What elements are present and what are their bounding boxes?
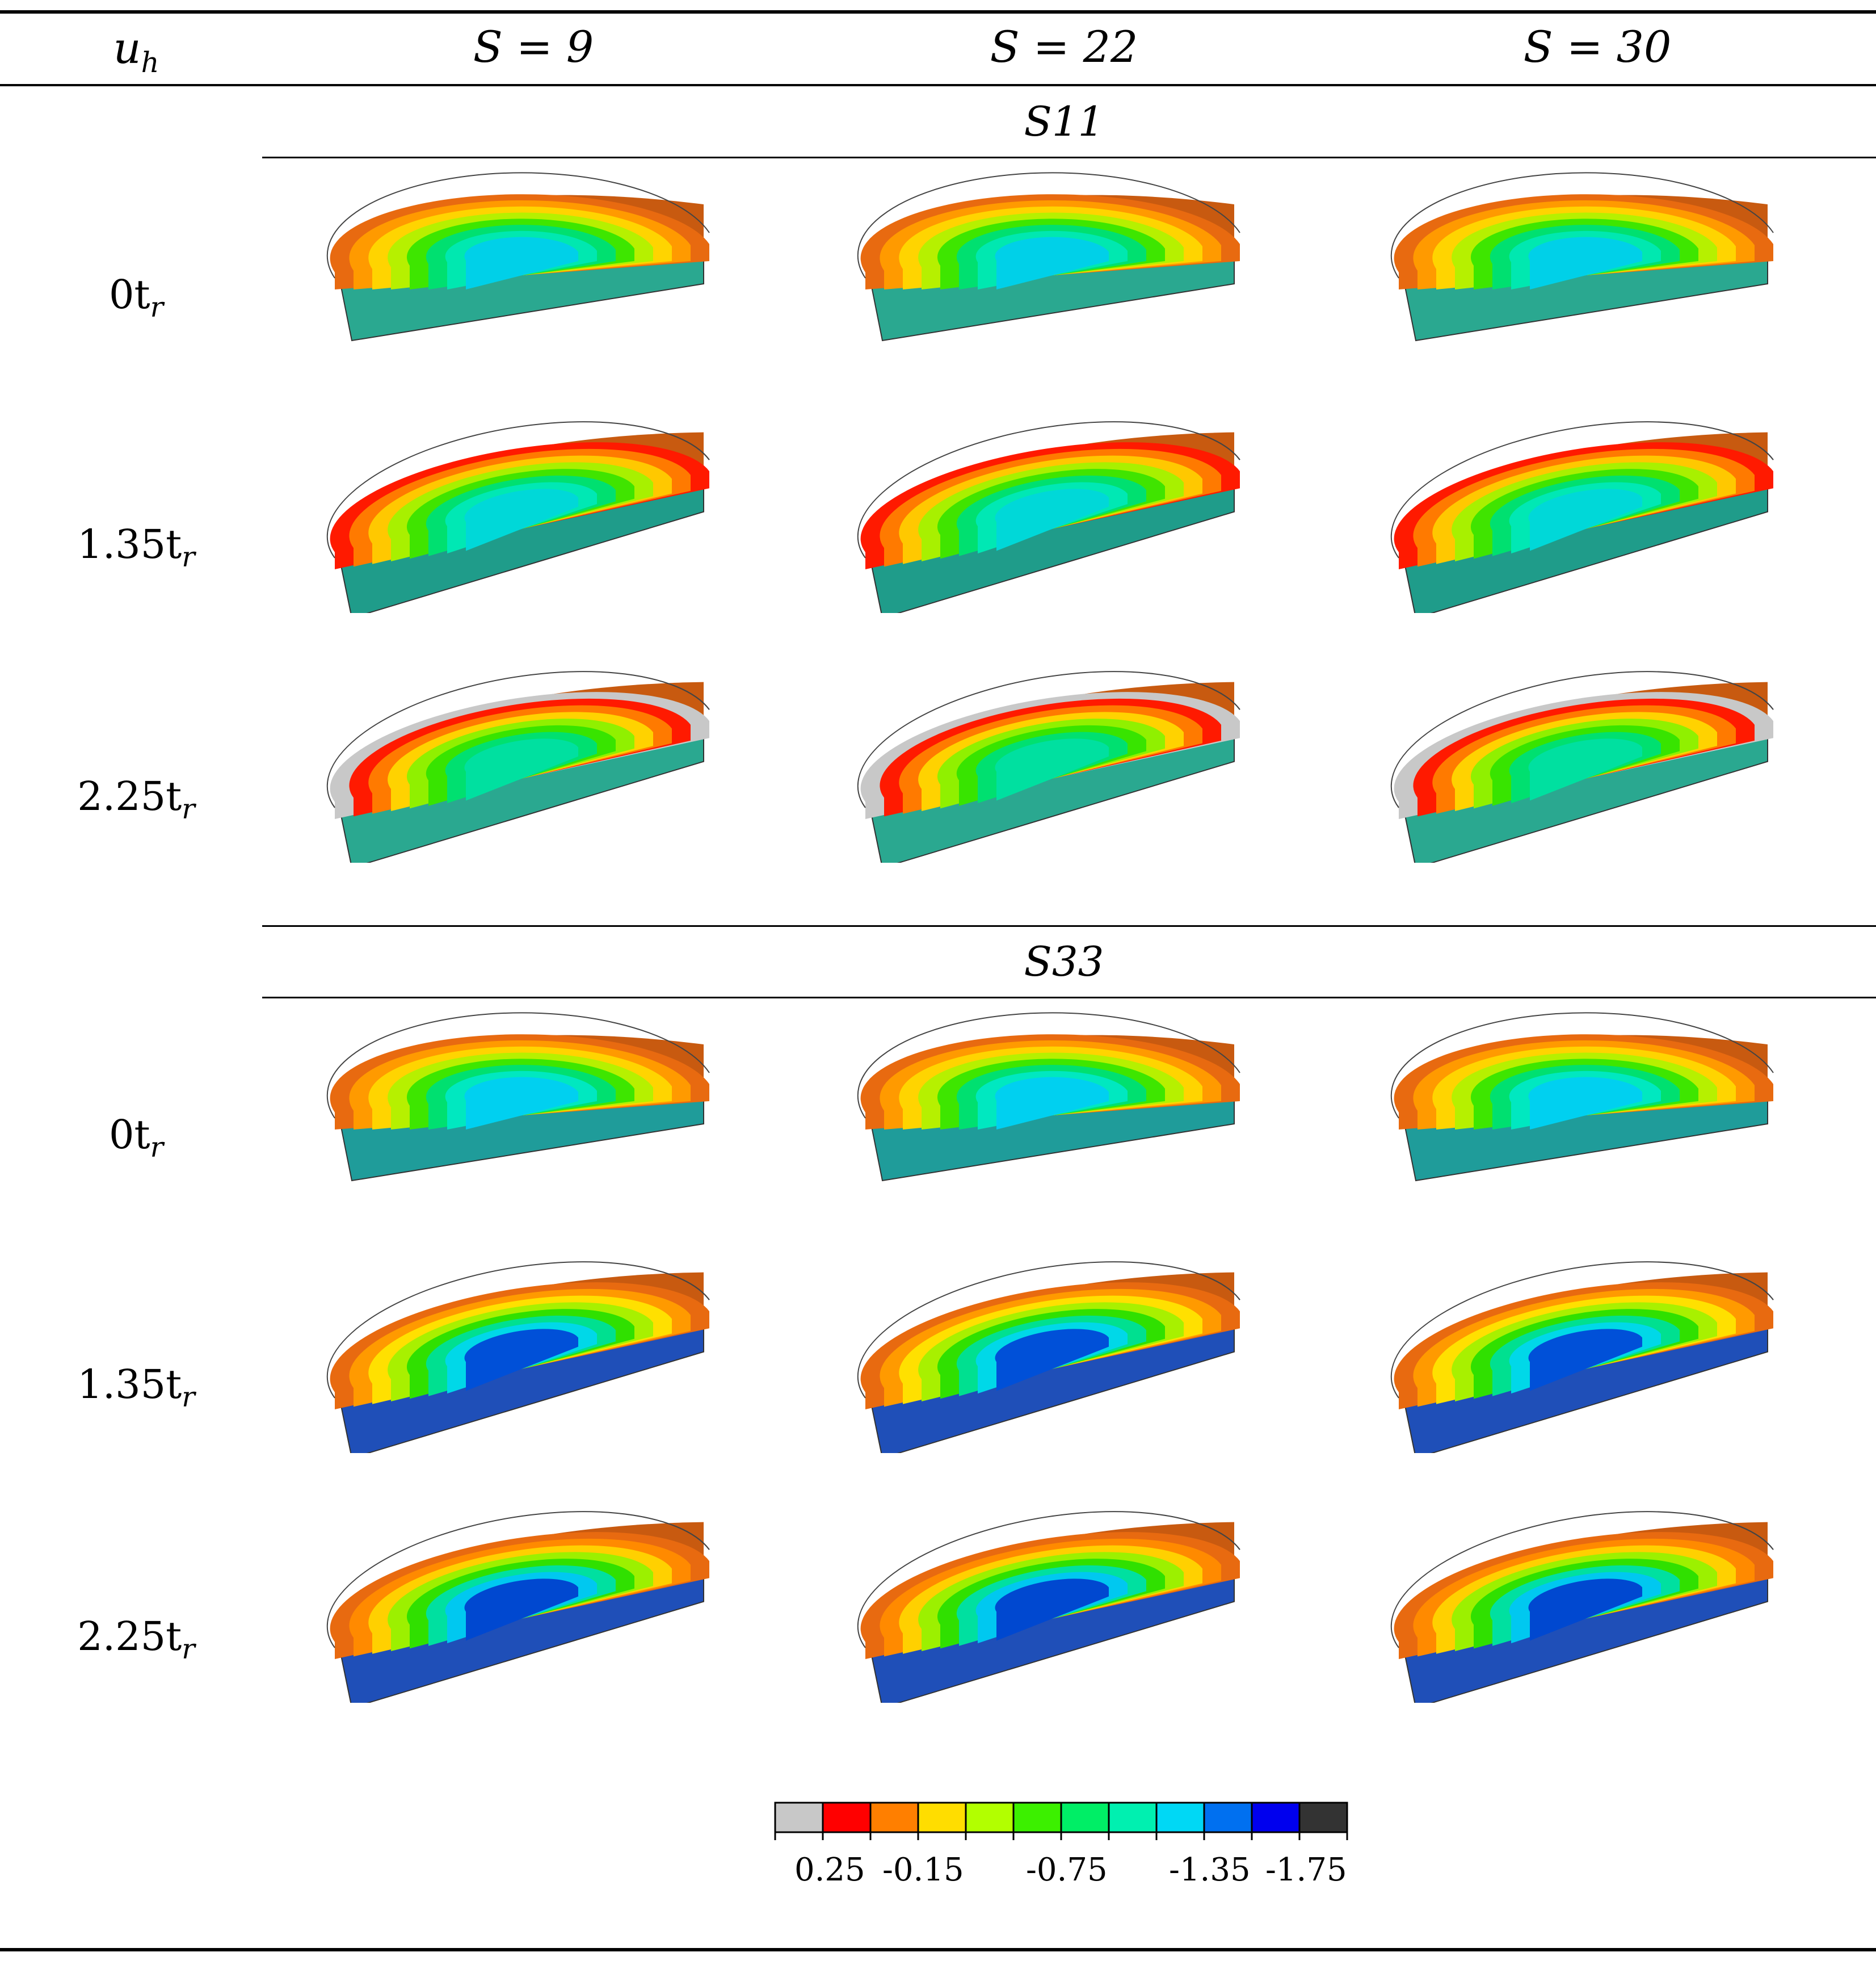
bottom-rule (0, 1948, 1876, 1951)
contour-plot-s33-row1-col0 (306, 1260, 738, 1453)
contour-band (1528, 738, 1642, 801)
row-label-s11-1: 1.35tr (77, 521, 195, 573)
contour-band (995, 1077, 1109, 1130)
colorbar-swatch (1060, 1802, 1110, 1833)
plot-outline (326, 1511, 710, 1648)
contour-band (995, 1329, 1109, 1391)
contour-plot-s33-row2-col1 (837, 1510, 1268, 1703)
contour-plot-s33-row0-col2 (1370, 1010, 1802, 1203)
header-rule (0, 84, 1876, 86)
contour-band (1528, 1578, 1642, 1641)
colorbar-swatch (1251, 1802, 1301, 1833)
row-label-s11-2: 2.25tr (77, 773, 195, 825)
plot-outline (326, 671, 710, 808)
colorbar-swatch (822, 1802, 872, 1833)
contour-plot-s11-row0-col2 (1370, 170, 1802, 363)
plot-outline (1390, 421, 1774, 559)
contour-band (1528, 237, 1642, 289)
colorbar-swatch (917, 1802, 967, 1833)
contour-band (464, 1077, 578, 1130)
plot-outline (1390, 1511, 1774, 1648)
contour-plot-s33-row1-col1 (837, 1260, 1268, 1453)
row-label-s33-1: 1.35tr (77, 1361, 195, 1413)
contour-plot-s11-row1-col1 (837, 420, 1268, 613)
contour-band (464, 489, 578, 551)
colorbar-tick-0: 0.25 (794, 1852, 865, 1888)
colorbar-swatch (1155, 1802, 1205, 1833)
colorbar-swatch (1012, 1802, 1062, 1833)
plot-outline (1390, 671, 1774, 808)
header-col-s9: S = 9 (473, 22, 594, 72)
plot-outline (1390, 172, 1774, 279)
colorbar-tick-4: -1.75 (1265, 1852, 1347, 1888)
contour-band (995, 489, 1109, 551)
plot-outline (1390, 1261, 1774, 1399)
contour-plot-s11-row2-col2 (1370, 670, 1802, 863)
plot-outline (326, 1012, 710, 1119)
contour-plot-s33-row0-col0 (306, 1010, 738, 1203)
plot-outline (857, 1012, 1240, 1119)
contour-plot-s11-row1-col0 (306, 420, 738, 613)
contour-band (1528, 1329, 1642, 1391)
row-label-s33-2: 2.25tr (77, 1613, 195, 1665)
colorbar-tick-3: -1.35 (1169, 1852, 1251, 1888)
row-label-s33-0: 0tr (108, 1111, 164, 1164)
colorbar-tick-2: -0.75 (1026, 1852, 1108, 1888)
contour-band (464, 237, 578, 289)
colorbar-swatch (774, 1802, 824, 1833)
row-label-s11-0: 0tr (108, 271, 164, 324)
section-title-s11: S11 (1024, 98, 1104, 145)
contour-plot-s33-row2-col0 (306, 1510, 738, 1703)
header-uh: uh (113, 23, 159, 79)
section-title-s33: S33 (1024, 938, 1104, 985)
section-rule-s33-top (262, 925, 1876, 927)
colorbar (774, 1802, 1348, 1840)
contour-band (464, 738, 578, 801)
contour-plot-s11-row1-col2 (1370, 420, 1802, 613)
contour-plot-s11-row0-col1 (837, 170, 1268, 363)
contour-band (995, 738, 1109, 801)
colorbar-swatch (1203, 1802, 1253, 1833)
section-rule-s11 (262, 157, 1876, 158)
plot-outline (857, 421, 1240, 559)
contour-band (464, 1329, 578, 1391)
colorbar-swatch (965, 1802, 1015, 1833)
contour-band (995, 1578, 1109, 1641)
contour-band (995, 237, 1109, 289)
colorbar-swatch (869, 1802, 919, 1833)
plot-outline (326, 172, 710, 279)
colorbar-swatch (1298, 1802, 1348, 1833)
contour-band (1528, 1077, 1642, 1130)
contour-plot-s11-row2-col1 (837, 670, 1268, 863)
colorbar-swatch (1108, 1802, 1158, 1833)
contour-plot-s11-row0-col0 (306, 170, 738, 363)
header-col-s30: S = 30 (1523, 22, 1672, 72)
plot-outline (1390, 1012, 1774, 1119)
contour-plot-s33-row1-col2 (1370, 1260, 1802, 1453)
top-rule (0, 10, 1876, 14)
plot-outline (857, 172, 1240, 279)
colorbar-tick-1: -0.15 (882, 1852, 964, 1888)
contour-plot-s33-row2-col2 (1370, 1510, 1802, 1703)
contour-band (464, 1578, 578, 1641)
contour-band (1528, 489, 1642, 551)
contour-plot-s33-row0-col1 (837, 1010, 1268, 1203)
contour-plot-s11-row2-col0 (306, 670, 738, 863)
section-rule-s33 (262, 997, 1876, 998)
header-col-s22: S = 22 (990, 22, 1138, 72)
plot-outline (857, 671, 1240, 808)
plot-outline (326, 421, 710, 559)
plot-outline (857, 1511, 1240, 1648)
plot-outline (326, 1261, 710, 1399)
plot-outline (857, 1261, 1240, 1399)
